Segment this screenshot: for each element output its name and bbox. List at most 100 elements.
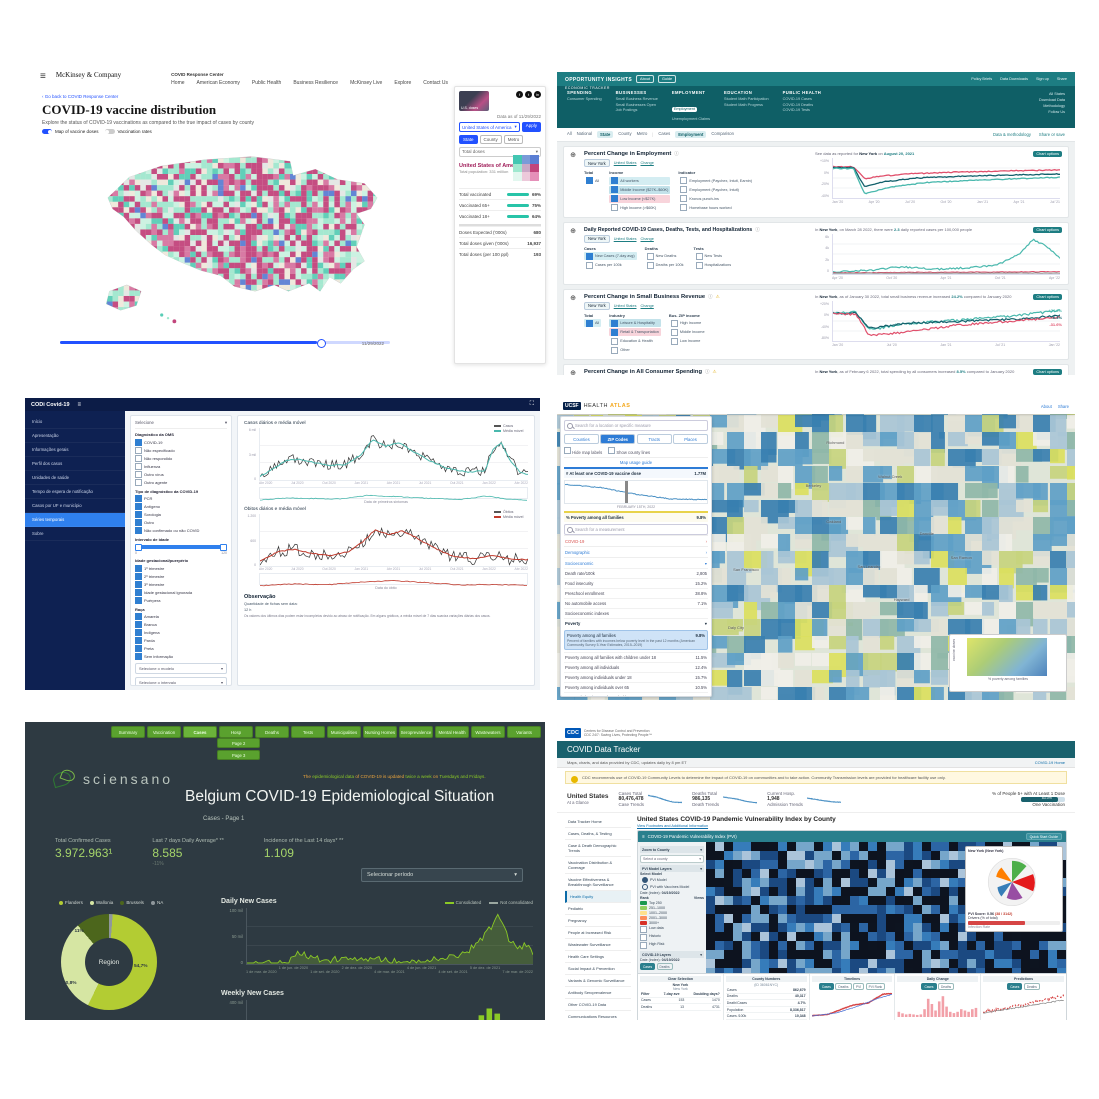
deaths-overview-strip[interactable] [259, 573, 528, 587]
legend-item[interactable]: Brussels [120, 900, 144, 905]
cases-layer-chip[interactable]: Cases [640, 963, 656, 970]
timelines-chart[interactable] [811, 991, 893, 1017]
filter-checkbox[interactable]: Puérpera [135, 596, 227, 604]
view-chip[interactable]: Employment [675, 131, 707, 138]
poverty-measure-row[interactable]: Poverty among all individuals 12.4% [564, 662, 708, 672]
sidebar-item[interactable]: Cases, Deaths, & Testing [565, 828, 631, 840]
sidebar-item[interactable]: Pediatric [565, 903, 631, 915]
slider-handle-left[interactable] [135, 544, 142, 551]
series-checkbox[interactable]: Low Income (<$27K) [609, 194, 671, 203]
covid-line-chart[interactable] [832, 233, 1061, 275]
collapse-icon[interactable]: ▾ [224, 420, 227, 425]
footnotes-link[interactable]: View Footnotes and Additional Informatio… [637, 824, 709, 828]
series-checkbox[interactable]: New Deaths [645, 252, 686, 260]
dashboard-tab[interactable]: Summary [111, 726, 145, 738]
selected-measure-card[interactable]: 9.8% Poverty among all families Percent … [564, 630, 708, 650]
sidebar-item[interactable]: Social Impact & Prevention [565, 963, 631, 975]
legend-item[interactable]: Flanders [59, 900, 83, 905]
header-chip[interactable]: Guide [657, 75, 677, 83]
series-checkbox[interactable]: Deaths per 100k [645, 261, 686, 269]
rank-legend-row[interactable]: 251–1000 [640, 906, 704, 910]
ucsf-logo[interactable]: UCSF [563, 402, 581, 410]
pvi-map[interactable]: New York (New York) PVI Score: 0.56 [706, 842, 1066, 977]
interval-select[interactable]: Selecione o intervalo ▾ [135, 677, 227, 685]
sidebar-item[interactable]: Tempo de espera de notificação [25, 485, 125, 499]
nav-item[interactable]: COVID-19 Cases [782, 97, 812, 101]
header-link[interactable]: About [1040, 403, 1052, 409]
sidebar-item[interactable]: Perfil dos casos [25, 457, 125, 471]
nav-item[interactable]: COVID-19 Deaths [782, 102, 814, 107]
filter-checkbox[interactable]: Não respondido [135, 454, 227, 462]
mckinsey-logo[interactable]: McKinsey & Company [55, 71, 122, 79]
tracker-logo[interactable]: OPPORTUNITY INSIGHTS ECONOMIC TRACKER [565, 77, 633, 90]
filter-checkbox[interactable]: Influenza [135, 462, 227, 470]
fullscreen-icon[interactable]: ⛶ [529, 401, 534, 407]
hamburger-icon[interactable]: ≡ [642, 834, 645, 839]
cases-overview-strip[interactable] [259, 487, 528, 501]
filter-checkbox[interactable]: Não especificado [135, 446, 227, 454]
header-chip[interactable]: About [636, 75, 654, 83]
legend-item[interactable]: Wallonia [89, 900, 113, 905]
nav-item[interactable]: Consumer Spending [567, 97, 602, 101]
timeline-chip[interactable]: Deaths [835, 983, 852, 990]
series-checkbox[interactable]: All [584, 319, 602, 327]
nav-link[interactable]: Contact Us [423, 80, 449, 86]
warning-icon[interactable]: ⚠ [715, 293, 720, 299]
filter-checkbox[interactable]: Indígena [135, 629, 227, 636]
nav-item[interactable]: Small Business Revenue [615, 97, 658, 101]
info-icon[interactable]: ⓘ [755, 226, 760, 232]
chart-options-button[interactable]: Chart options [1033, 151, 1062, 157]
filter-checkbox[interactable]: 3º trimestre [135, 580, 227, 588]
series-checkbox[interactable]: New Cases (7-day avg) [584, 252, 637, 260]
rank-legend-row[interactable]: 2001–3000 [640, 916, 704, 920]
filter-checkbox[interactable]: Sem informação [135, 653, 227, 660]
sidebar-item[interactable]: Variants & Genomic Surveillance [565, 975, 631, 987]
geo-tab[interactable]: Metro [636, 131, 648, 136]
filter-checkbox[interactable]: 1º trimestre [135, 564, 227, 572]
header-link[interactable]: Share [1057, 403, 1069, 409]
view-toggle[interactable]: Low data [640, 926, 704, 933]
info-icon[interactable]: ⓘ [708, 293, 713, 299]
category-demographic[interactable]: Demographic › [564, 546, 708, 557]
daily-new-cases-chart[interactable] [246, 908, 534, 965]
geography-toggle[interactable]: Places [673, 434, 708, 444]
series-checkbox[interactable]: Hospitalizations [694, 261, 734, 269]
sidebar-item[interactable]: Início [25, 415, 125, 429]
dashboard-tab[interactable]: Variants [507, 726, 541, 738]
primary-metric[interactable]: # At least one COVID-19 vaccine dose 1.77… [564, 467, 708, 478]
series-checkbox[interactable]: Other [609, 346, 661, 354]
sidebar-item[interactable]: Health Care Settings [565, 951, 631, 963]
nav-item[interactable]: Employment [671, 106, 697, 112]
predictions-chip[interactable]: Deaths [1023, 983, 1040, 990]
sidebar-item[interactable]: Communications Resources [565, 1011, 631, 1020]
filter-checkbox[interactable]: COVID-19 [135, 438, 227, 446]
nav-link[interactable]: Public Health [251, 80, 282, 86]
utility-link[interactable]: Methodology [1043, 104, 1065, 108]
toggle-vaccination-rates[interactable]: Vaccination rates [104, 129, 152, 134]
small-business-line-chart[interactable] [832, 300, 1061, 342]
sidebar-item[interactable]: Vaccination Distribution & Coverage [565, 857, 631, 874]
sidebar-item[interactable]: Casos por UF e município [25, 499, 125, 513]
cdc-logo[interactable]: CDC [565, 728, 581, 738]
timeline-chip[interactable]: PVI [853, 983, 865, 990]
sidebar-item[interactable]: Wastewater Surveillance [565, 939, 631, 951]
daily-change-chip[interactable]: Cases [921, 983, 937, 990]
series-checkbox[interactable]: Retail & Transportation [609, 328, 661, 336]
geography-toggle[interactable]: Tracts [636, 434, 672, 444]
filter-checkbox[interactable]: Amarela [135, 613, 227, 620]
timeline-handle[interactable] [624, 481, 628, 503]
county-select[interactable]: Select a county ▾ [640, 855, 704, 863]
timeline-chip[interactable]: PVI Rank [865, 983, 886, 990]
apply-button[interactable]: Apply [521, 122, 541, 132]
series-checkbox[interactable]: High Income (>$60K) [609, 204, 670, 212]
toggle-map-doses[interactable]: Map of vaccine doses [42, 129, 99, 134]
county-popup[interactable]: New York (New York) PVI Score: 0.56 [965, 846, 1063, 932]
location-search[interactable]: Search for a location or specific measur… [564, 420, 708, 431]
region-link[interactable]: United States [613, 303, 637, 308]
sidebar-item[interactable]: Data Tracker Home [565, 816, 631, 828]
sidebar-item[interactable]: Other COVID-19 Data [565, 999, 631, 1011]
region-link[interactable]: Change [640, 303, 654, 308]
nav-item[interactable]: COVID-19 Tests [782, 108, 810, 112]
employment-line-chart[interactable] [832, 158, 1061, 199]
view-toggle[interactable]: High Risk [640, 942, 704, 949]
